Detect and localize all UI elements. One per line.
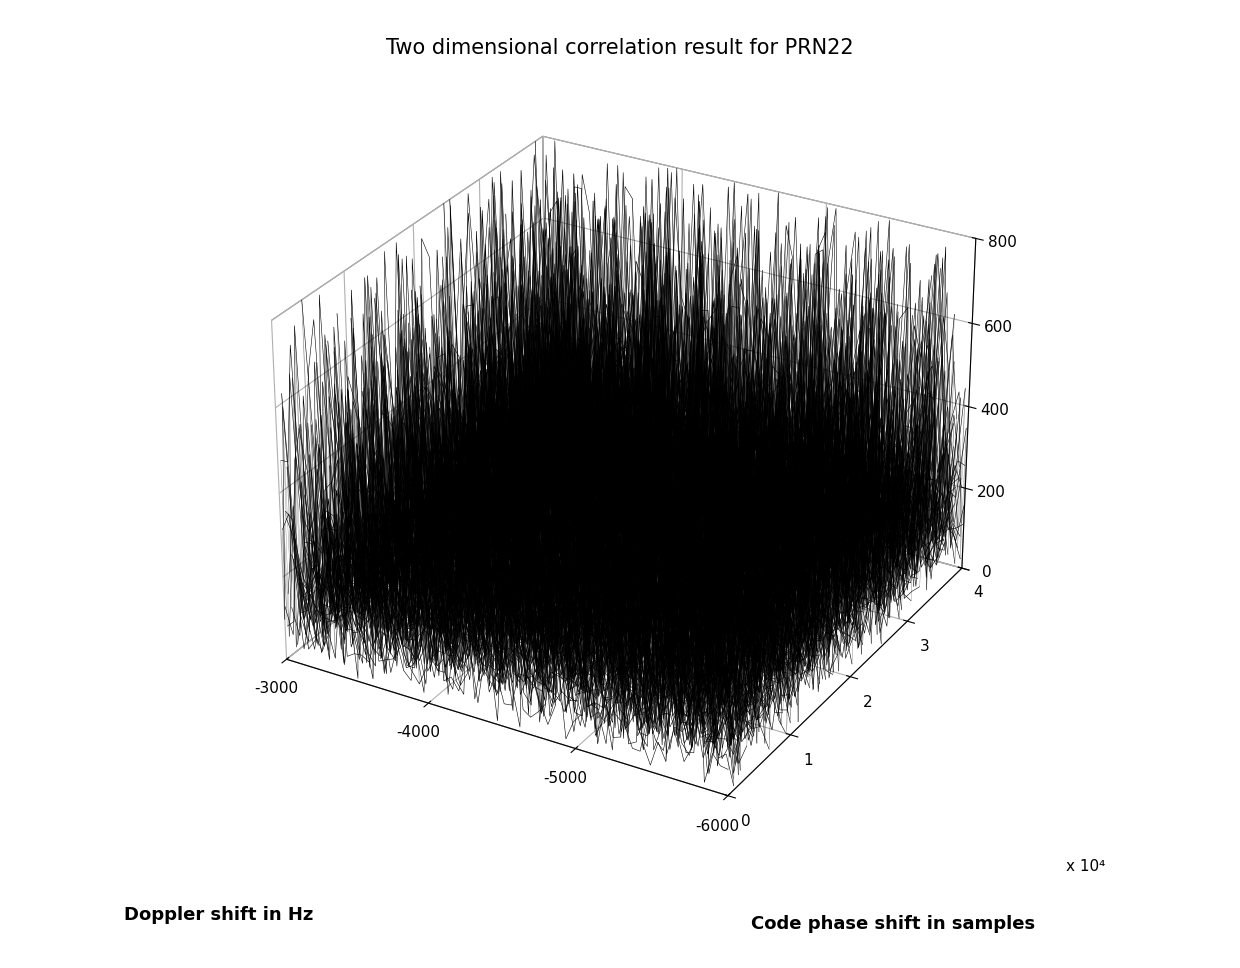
Text: x 10⁴: x 10⁴ — [1066, 860, 1106, 874]
Text: Doppler shift in Hz: Doppler shift in Hz — [124, 906, 314, 923]
Text: Code phase shift in samples: Code phase shift in samples — [750, 916, 1035, 933]
Title: Two dimensional correlation result for PRN22: Two dimensional correlation result for P… — [386, 38, 854, 58]
